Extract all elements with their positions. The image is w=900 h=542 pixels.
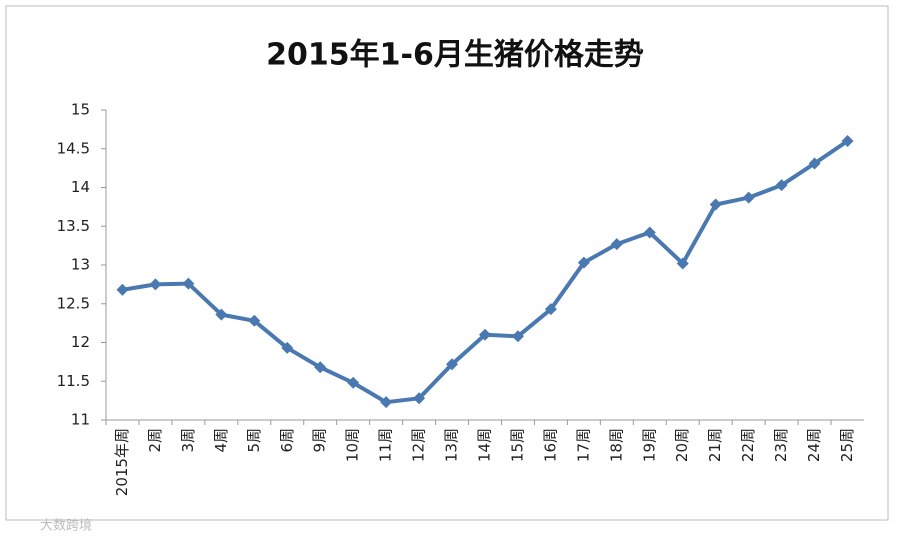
marker <box>413 392 426 405</box>
marker <box>775 179 788 192</box>
marker <box>314 361 327 374</box>
x-tick-label: 4周 <box>212 428 230 453</box>
x-tick-label: 23周 <box>772 428 790 462</box>
chart-title: 2015年1-6月生猪价格走势 <box>266 38 644 73</box>
marker <box>643 226 656 239</box>
y-tick-label: 12 <box>71 333 90 351</box>
y-tick-label: 14.5 <box>57 139 90 157</box>
x-tick-label: 16周 <box>541 428 559 462</box>
marker <box>281 341 294 354</box>
chart-border <box>5 5 889 521</box>
x-tick-label: 15周 <box>508 428 526 462</box>
x-tick-label: 5周 <box>245 428 263 453</box>
marker <box>182 277 195 290</box>
marker <box>511 330 524 343</box>
y-tick-label: 11.5 <box>57 372 90 390</box>
marker <box>446 358 459 371</box>
x-tick-label: 17周 <box>574 428 592 462</box>
x-tick-label: 21周 <box>706 428 724 462</box>
marker <box>676 257 689 270</box>
x-tick-label: 13周 <box>443 428 461 462</box>
x-tick-label: 18周 <box>607 428 625 462</box>
x-tick-label: 19周 <box>640 428 658 462</box>
marker <box>479 328 491 341</box>
marker <box>215 308 228 321</box>
x-tick-label: 6周 <box>278 428 296 453</box>
x-tick-label: 3周 <box>179 428 197 453</box>
marker <box>347 376 360 389</box>
x-tick-label: 14周 <box>476 428 494 462</box>
x-tick-label: 2015年周 <box>113 428 131 496</box>
marker <box>841 135 854 147</box>
marker <box>380 396 393 409</box>
y-tick-label: 14 <box>71 178 90 196</box>
marker <box>577 256 590 269</box>
y-tick-label: 13.5 <box>57 217 90 235</box>
y-tick-label: 15 <box>71 101 90 119</box>
x-tick-label: 10周 <box>344 428 362 462</box>
x-tick-label: 24周 <box>805 428 823 462</box>
marker <box>709 198 722 211</box>
marker <box>149 278 162 291</box>
marker <box>248 314 261 327</box>
x-tick-label: 22周 <box>739 428 757 462</box>
marker <box>808 157 821 170</box>
y-tick-label: 12.5 <box>57 294 90 312</box>
marker <box>116 283 129 296</box>
line <box>122 139 849 405</box>
y-tick-label: 11 <box>71 411 90 429</box>
x-tick-label: 11周 <box>377 428 395 462</box>
marker <box>742 191 755 204</box>
x-tick-label: 25周 <box>838 428 856 462</box>
marker <box>544 303 557 316</box>
x-tick-label: 20周 <box>673 428 691 462</box>
x-tick-label: 12周 <box>410 428 428 462</box>
y-tick-label: 13 <box>71 256 90 274</box>
x-tick-label: 9周 <box>311 428 329 453</box>
watermark: 大数跨境 <box>40 519 92 534</box>
marker <box>610 238 623 251</box>
x-tick-label: 2周 <box>146 428 164 453</box>
